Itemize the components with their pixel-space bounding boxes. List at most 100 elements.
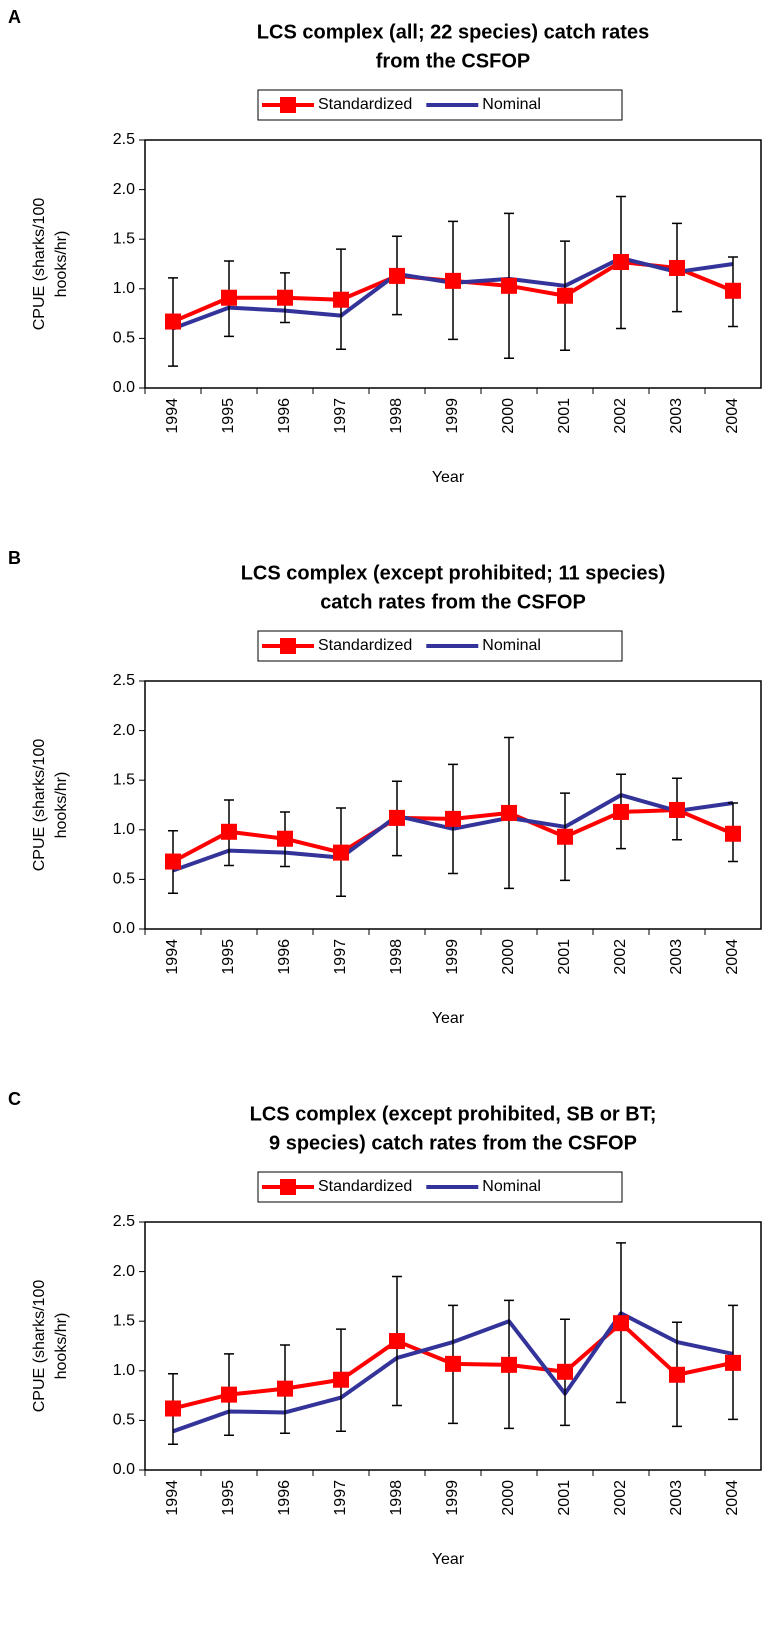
x-axis-label: Year	[432, 1551, 465, 1568]
legend-label: Nominal	[482, 637, 541, 654]
legend-box	[257, 1171, 623, 1203]
point-marker	[333, 291, 349, 308]
point-marker	[501, 804, 517, 821]
panel-label: A	[8, 7, 21, 27]
x-tick-label: 1999	[444, 1480, 461, 1516]
plot-frame	[144, 1221, 762, 1471]
y-axis-label: CPUE (sharks/100	[31, 198, 48, 331]
x-tick-label: 2000	[500, 1480, 517, 1516]
y-axis-label: hooks/hr)	[53, 772, 70, 839]
y-tick-label: 1.5	[113, 1312, 135, 1329]
point-marker	[557, 287, 573, 304]
point-marker	[221, 823, 237, 840]
x-tick-label: 2004	[724, 398, 741, 434]
point-marker	[725, 282, 741, 299]
legend-label: Standardized	[318, 96, 412, 113]
x-tick-label: 1994	[164, 939, 181, 975]
plot-frame	[144, 680, 762, 930]
y-axis-label: hooks/hr)	[53, 231, 70, 298]
x-tick-label: 1994	[164, 398, 181, 434]
point-marker	[557, 828, 573, 845]
point-marker	[725, 1354, 741, 1371]
point-marker	[221, 1386, 237, 1403]
y-tick-label: 0.0	[113, 920, 135, 937]
x-tick-label: 1997	[332, 398, 349, 434]
point-marker	[277, 289, 293, 306]
x-tick-label: 1997	[332, 939, 349, 975]
y-tick-label: 1.0	[113, 1362, 135, 1379]
y-tick-label: 0.0	[113, 379, 135, 396]
y-axis-label: CPUE (sharks/100	[31, 1280, 48, 1413]
chart-title: LCS complex (except prohibited, SB or BT…	[250, 1103, 657, 1125]
x-tick-label: 1994	[164, 1480, 181, 1516]
x-tick-label: 1995	[220, 1480, 237, 1516]
point-marker	[669, 801, 685, 818]
chart-title: LCS complex (all; 22 species) catch rate…	[257, 21, 649, 43]
point-marker	[277, 1380, 293, 1397]
point-marker	[277, 830, 293, 847]
y-tick-label: 2.5	[113, 1213, 135, 1230]
x-tick-label: 1998	[388, 398, 405, 434]
chart-title: from the CSFOP	[376, 50, 530, 72]
x-tick-label: 2003	[668, 398, 685, 434]
x-tick-label: 2001	[556, 1480, 573, 1516]
x-tick-label: 2002	[612, 939, 629, 975]
chart-title: LCS complex (except prohibited; 11 speci…	[241, 562, 666, 584]
y-tick-label: 0.5	[113, 330, 135, 347]
point-marker	[389, 1333, 405, 1350]
x-tick-label: 1995	[220, 939, 237, 975]
legend-marker	[280, 97, 296, 113]
y-tick-label: 2.5	[113, 672, 135, 689]
point-marker	[557, 1363, 573, 1380]
legend-label: Standardized	[318, 1178, 412, 1195]
point-marker	[389, 267, 405, 284]
plot-frame	[144, 139, 762, 389]
x-tick-label: 1996	[276, 398, 293, 434]
point-marker	[725, 825, 741, 842]
point-marker	[165, 313, 181, 330]
point-marker	[333, 844, 349, 861]
x-tick-label: 1998	[388, 1480, 405, 1516]
point-marker	[333, 1371, 349, 1388]
x-tick-label: 2004	[724, 939, 741, 975]
x-tick-label: 2002	[612, 1480, 629, 1516]
legend-label: Standardized	[318, 637, 412, 654]
x-tick-label: 2003	[668, 1480, 685, 1516]
x-tick-label: 2002	[612, 398, 629, 434]
x-tick-label: 2003	[668, 939, 685, 975]
legend-marker	[280, 638, 296, 654]
y-tick-label: 2.5	[113, 131, 135, 148]
point-marker	[165, 853, 181, 870]
y-tick-label: 1.5	[113, 230, 135, 247]
point-marker	[501, 1356, 517, 1373]
point-marker	[613, 803, 629, 820]
x-axis-label: Year	[432, 1010, 465, 1027]
point-marker	[389, 809, 405, 826]
legend-marker	[280, 1179, 296, 1195]
point-marker	[613, 1315, 629, 1332]
y-tick-label: 0.5	[113, 871, 135, 888]
x-tick-label: 2001	[556, 939, 573, 975]
point-marker	[613, 254, 629, 271]
point-marker	[445, 272, 461, 289]
chart-title: 9 species) catch rates from the CSFOP	[269, 1132, 637, 1154]
y-tick-label: 2.0	[113, 722, 135, 739]
y-tick-label: 1.0	[113, 821, 135, 838]
point-marker	[669, 259, 685, 276]
y-tick-label: 0.5	[113, 1412, 135, 1429]
point-marker	[669, 1366, 685, 1383]
panel-label: C	[8, 1089, 21, 1109]
x-tick-label: 1996	[276, 1480, 293, 1516]
x-axis-label: Year	[432, 469, 465, 486]
x-tick-label: 2000	[500, 939, 517, 975]
y-tick-label: 2.0	[113, 181, 135, 198]
point-marker	[445, 1355, 461, 1372]
x-tick-label: 1999	[444, 398, 461, 434]
y-tick-label: 1.0	[113, 280, 135, 297]
y-axis-label: CPUE (sharks/100	[31, 739, 48, 872]
x-tick-label: 2004	[724, 1480, 741, 1516]
y-tick-label: 2.0	[113, 1263, 135, 1280]
legend-label: Nominal	[482, 96, 541, 113]
y-tick-label: 1.5	[113, 771, 135, 788]
